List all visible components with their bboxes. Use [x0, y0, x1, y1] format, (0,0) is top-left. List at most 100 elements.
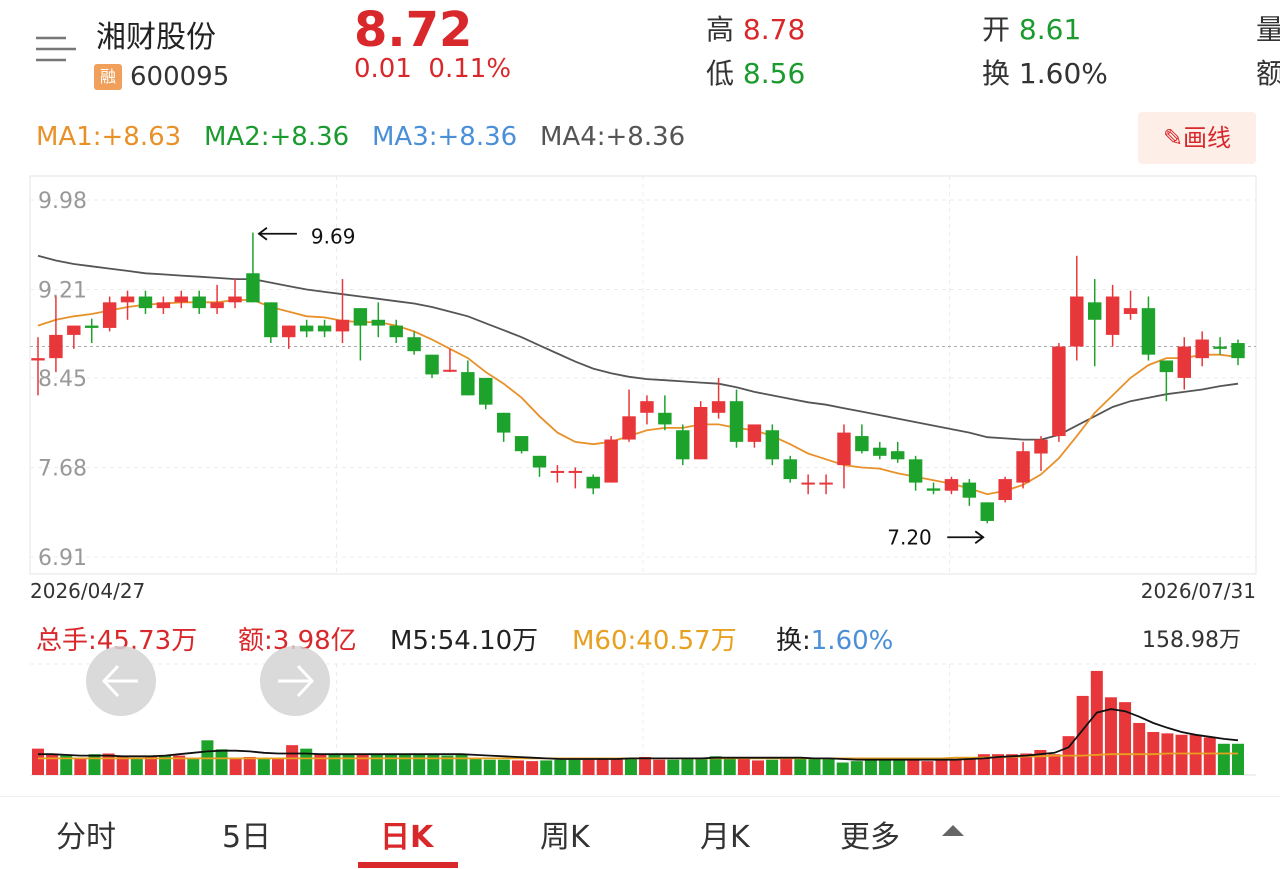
candle: [873, 441, 887, 460]
candle: [908, 455, 923, 491]
candle: [1141, 296, 1156, 361]
volume-bar: [173, 755, 186, 775]
volume-bar: [1133, 722, 1146, 775]
volume-bar: [766, 759, 779, 775]
active-tab-indicator: [358, 862, 458, 868]
candle-body: [514, 436, 529, 452]
volume-bar: [963, 759, 976, 775]
candle: [228, 279, 242, 309]
candle: [586, 474, 600, 495]
candle-body: [317, 325, 332, 332]
volume-bar: [243, 756, 256, 775]
volume-bar: [794, 758, 807, 775]
candle: [801, 474, 815, 495]
candle-body: [156, 302, 171, 309]
triangle-up-icon[interactable]: [940, 822, 966, 838]
draw-line-button[interactable]: ✎画线: [1138, 112, 1256, 164]
candle-body: [1123, 308, 1138, 314]
vol-turnover-value: 1.60%: [810, 626, 894, 656]
volume-bar: [1020, 753, 1033, 775]
candle-body: [389, 325, 403, 338]
volume-bar: [88, 754, 101, 775]
volume-bar: [130, 758, 143, 775]
candle: [747, 424, 762, 448]
low-value: 8.56: [742, 57, 806, 90]
candle-body: [873, 447, 887, 456]
volume-bar: [1006, 754, 1019, 775]
low-label: 低: [706, 57, 735, 90]
tab-more[interactable]: 更多: [840, 820, 900, 855]
candle: [729, 389, 744, 448]
candle-body: [49, 334, 63, 359]
volume-bar: [893, 758, 906, 775]
volume-bar: [60, 755, 73, 775]
volume-bar: [32, 748, 44, 775]
next-arrow-button[interactable]: [260, 646, 330, 716]
open-label: 开: [982, 13, 1011, 46]
candle: [568, 467, 583, 489]
prev-arrow-button[interactable]: [86, 646, 156, 716]
open-stat: 开 8.61: [982, 8, 1081, 48]
candle: [246, 232, 260, 303]
candle-body: [962, 482, 977, 498]
candle-body: [998, 479, 1012, 501]
candle: [49, 296, 63, 373]
candle-body: [335, 319, 350, 332]
tab-weekly-k[interactable]: 周K: [540, 820, 590, 855]
volume-bar: [653, 759, 666, 775]
candle: [550, 465, 565, 483]
volume-bar: [427, 753, 440, 775]
candle-body: [801, 482, 815, 485]
volume-bar: [681, 759, 694, 775]
volume-bar: [300, 748, 313, 775]
tab-5day[interactable]: 5日: [222, 820, 272, 855]
volume-bar: [780, 758, 793, 775]
candle-body: [102, 302, 117, 328]
tab-intraday[interactable]: 分时: [56, 820, 116, 855]
candle-body: [729, 401, 744, 442]
volume-bar: [610, 757, 623, 775]
candle-body: [604, 439, 618, 483]
candle-body: [264, 302, 278, 338]
candle-body: [443, 369, 457, 372]
candle: [658, 395, 672, 431]
candle: [1088, 279, 1102, 367]
candle-body: [299, 325, 314, 332]
candle: [192, 290, 206, 314]
candle: [926, 482, 941, 495]
candle: [210, 284, 224, 314]
candle: [1016, 441, 1030, 489]
amount-label-cut: 额: [1256, 57, 1280, 90]
menu-icon[interactable]: [36, 34, 76, 64]
candle-body: [586, 476, 600, 489]
volume-bar: [314, 754, 327, 775]
volume-bar: [723, 757, 736, 775]
volume-ma-short-line: [38, 708, 1239, 761]
low-arrow-head: [974, 530, 985, 544]
candle-body: [31, 358, 45, 361]
volume-bar: [1090, 670, 1103, 775]
candle-body: [1213, 346, 1227, 349]
candle-body: [908, 459, 923, 483]
volume-bar: [992, 754, 1004, 775]
volume-bar: [935, 759, 948, 775]
high-value: 8.78: [742, 13, 806, 46]
candle-body: [425, 354, 439, 375]
candle-body: [1034, 439, 1048, 454]
candle-body: [980, 502, 994, 521]
candle: [532, 455, 547, 477]
candle-body: [210, 302, 224, 309]
tab-daily-k[interactable]: 日K: [380, 820, 434, 855]
volume-bar: [624, 757, 637, 775]
kline-chart[interactable]: 9.98 9.21 8.45 7.68 6.91 9.69 7.20 2026/04/27…: [0, 0, 1280, 790]
volume-bar: [568, 759, 581, 775]
candle: [156, 296, 171, 314]
volume-bar: [822, 758, 835, 775]
candle-body: [120, 296, 135, 303]
candle: [67, 325, 81, 349]
volume-bar: [1104, 697, 1117, 775]
tab-monthly-k[interactable]: 月K: [700, 820, 750, 855]
volume-max-label: 158.98万: [1142, 628, 1241, 653]
candle: [711, 377, 726, 419]
candle: [1231, 339, 1245, 366]
